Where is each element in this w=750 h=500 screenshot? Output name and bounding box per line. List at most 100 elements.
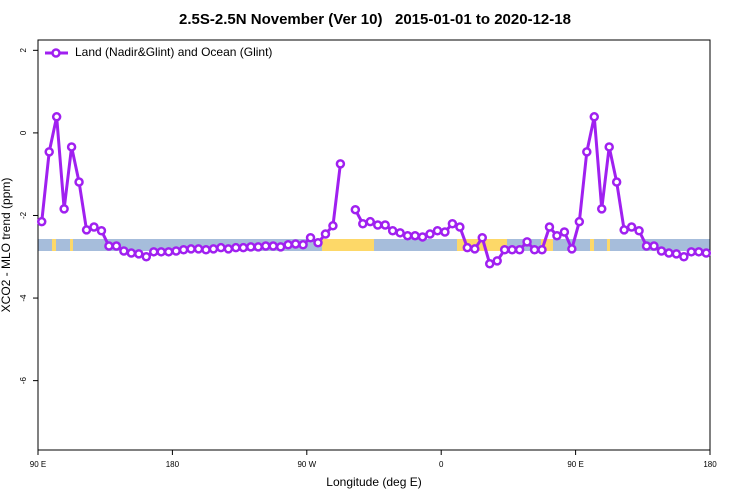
data-point — [679, 252, 689, 262]
data-point — [552, 230, 562, 241]
data-point — [246, 242, 256, 252]
legend-label: Land (Nadir&Glint) and Ocean (Glint) — [75, 45, 272, 59]
data-point — [372, 220, 383, 230]
x-tick-label: 90 W — [297, 460, 316, 469]
y-tick-label: -2 — [19, 211, 28, 219]
data-point — [410, 230, 420, 241]
plot-frame — [37, 39, 711, 451]
data-point — [66, 142, 77, 152]
data-point — [611, 177, 622, 187]
data-point — [283, 240, 293, 250]
data-point — [320, 229, 331, 239]
data-point — [492, 256, 502, 266]
data-point — [634, 226, 644, 236]
y-axis-label: XCO2 - MLO trend (ppm) — [0, 178, 13, 313]
x-tick-label: 180 — [166, 460, 180, 469]
data-point — [626, 222, 637, 232]
data-point — [671, 249, 682, 259]
data-point — [51, 112, 62, 122]
chart-title: 2.5S-2.5N November (Ver 10) 2015-01-01 t… — [179, 11, 571, 28]
data-point — [134, 249, 144, 259]
data-point — [619, 225, 629, 235]
data-point — [350, 204, 361, 215]
data-point — [36, 216, 47, 227]
data-point — [440, 227, 450, 237]
data-point — [365, 216, 376, 227]
data-point — [96, 226, 107, 236]
data-point — [156, 247, 166, 257]
data-point — [641, 241, 652, 251]
data-point — [208, 244, 219, 254]
data-point — [358, 218, 368, 229]
data-point — [529, 244, 540, 255]
data-point — [425, 229, 435, 239]
land-patch — [322, 239, 374, 251]
data-point — [686, 247, 697, 257]
data-point — [462, 242, 473, 253]
data-point — [89, 222, 99, 232]
data-point — [589, 112, 600, 122]
data-point — [290, 239, 301, 249]
data-point — [335, 159, 346, 169]
data-point — [567, 244, 577, 254]
data-point — [664, 248, 674, 258]
data-point — [522, 237, 532, 247]
data-point — [514, 244, 525, 255]
data-point — [81, 225, 92, 235]
data-point — [148, 247, 159, 257]
data-point — [537, 244, 547, 255]
data-point — [171, 246, 181, 256]
data-point — [507, 244, 517, 255]
data-point — [305, 233, 316, 243]
data-point — [484, 259, 495, 269]
data-point — [477, 233, 488, 243]
data-point — [104, 241, 114, 251]
x-axis-label: Longitude (deg E) — [326, 475, 421, 489]
y-tick-label: 2 — [19, 48, 28, 53]
data-point — [193, 244, 204, 254]
land-patch — [70, 239, 73, 251]
data-point — [141, 252, 152, 262]
y-tick-label: -4 — [19, 294, 28, 302]
data-point — [387, 226, 398, 236]
data-point — [201, 244, 211, 255]
data-point — [328, 221, 338, 231]
data-point — [395, 228, 405, 238]
data-point — [582, 147, 592, 157]
data-point — [544, 222, 555, 232]
data-point — [298, 240, 308, 250]
x-tick-label: 90 E — [30, 460, 46, 469]
x-tick-label: 90 E — [567, 460, 583, 469]
data-point — [119, 246, 129, 256]
data-point — [186, 244, 196, 254]
data-point — [44, 147, 54, 157]
data-point — [701, 248, 712, 258]
x-tick-label: 180 — [703, 460, 717, 469]
land-patch — [52, 239, 56, 251]
data-point — [231, 242, 241, 253]
y-tick-label: 0 — [19, 130, 28, 135]
data-point — [253, 242, 264, 252]
data-point — [574, 216, 585, 227]
data-point — [417, 232, 428, 242]
legend-marker — [51, 48, 61, 58]
data-point — [313, 237, 323, 248]
data-point — [447, 218, 458, 229]
data-point — [268, 241, 278, 251]
data-point — [178, 244, 189, 255]
data-point — [223, 244, 234, 254]
data-point — [596, 204, 607, 214]
data-point — [260, 241, 271, 251]
data-point — [111, 241, 122, 251]
data-point — [163, 247, 174, 257]
data-point — [432, 226, 443, 236]
data-point — [470, 244, 480, 254]
data-point — [499, 244, 510, 255]
data-point — [649, 241, 659, 251]
data-point — [656, 246, 667, 256]
data-point — [126, 248, 137, 258]
data-point — [694, 247, 704, 257]
data-point — [455, 222, 465, 232]
data-point — [275, 242, 286, 252]
